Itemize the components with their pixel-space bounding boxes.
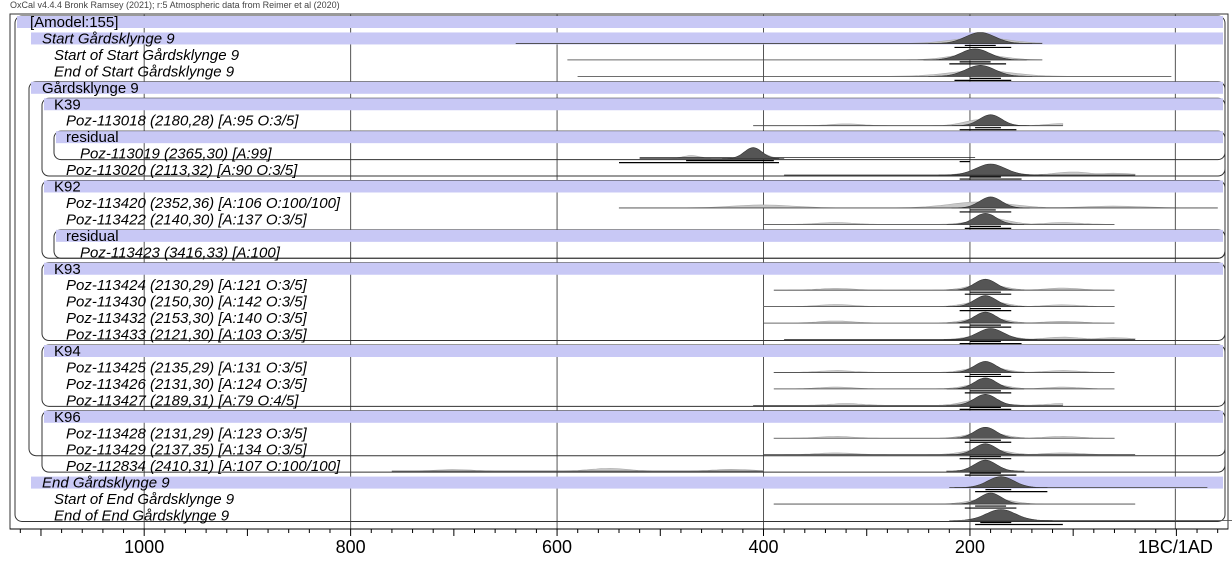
- row-label: Poz-113425 (2135,29) [A:131 O:3/5]: [66, 359, 308, 376]
- row-label: Start of Start Gårdsklynge 9: [54, 47, 240, 64]
- posterior-distribution: [946, 377, 1025, 390]
- posterior-distribution: [946, 295, 1025, 307]
- credit-line: OxCal v4.4.4 Bronk Ramsey (2021); r:5 At…: [10, 0, 340, 10]
- row-label: K39: [54, 96, 81, 113]
- row-label: Gårdsklynge 9: [42, 80, 139, 97]
- axis-tick-label: 1000: [124, 537, 164, 557]
- prior-distribution: [763, 448, 1136, 456]
- row-label: K94: [54, 343, 81, 360]
- row-band: [44, 410, 1223, 423]
- posterior-distribution: [946, 443, 1025, 456]
- row-label: Poz-113423 (3416,33) [A:100]: [80, 244, 281, 261]
- row-label: Poz-113430 (2150,30) [A:142 O:3/5]: [66, 294, 308, 311]
- prior-distribution: [773, 366, 1115, 373]
- posterior-distribution: [923, 48, 1027, 61]
- prior-distribution: [773, 382, 1115, 390]
- axis-tick-label: 200: [955, 537, 985, 557]
- prior-distribution: [773, 431, 1115, 439]
- row-label: [Amodel:155]: [30, 14, 118, 31]
- row-label: Poz-113426 (2131,30) [A:124 O:3/5]: [66, 376, 308, 393]
- prior-distribution: [773, 283, 1115, 291]
- row-label: End of Start Gårdsklynge 9: [54, 63, 235, 80]
- row-label: K92: [54, 179, 81, 196]
- posterior-distribution: [951, 492, 1030, 505]
- row-band: [17, 16, 1223, 28]
- posterior-distribution: [951, 114, 1030, 126]
- row-label: End of End Gårdsklynge 9: [54, 508, 230, 525]
- row-label: residual: [66, 129, 119, 146]
- row-label: Poz-113420 (2352,36) [A:106 O:100/100]: [66, 195, 341, 212]
- axis-tick-label: 600: [542, 537, 572, 557]
- row-label: Poz-113018 (2180,28) [A:95 O:3/5]: [66, 113, 299, 130]
- prior-distribution: [763, 316, 1115, 324]
- row-label: End Gårdsklynge 9: [42, 475, 170, 492]
- posterior-distribution: [946, 361, 1025, 373]
- posterior-distribution: [722, 147, 785, 159]
- row-label: K96: [54, 409, 81, 426]
- row-band: [44, 98, 1223, 111]
- row-bands: [17, 16, 1223, 489]
- row-label: Start of End Gårdsklynge 9: [54, 491, 235, 508]
- row-band: [56, 229, 1223, 242]
- posterior-distribution: [946, 213, 1025, 225]
- prior-distribution: [763, 300, 1115, 307]
- posterior-distribution: [946, 278, 1025, 291]
- posterior-distribution: [938, 163, 1043, 176]
- posterior-distribution: [954, 476, 1048, 488]
- prior-distribution: [391, 468, 764, 472]
- row-band: [31, 476, 1223, 489]
- prior-distribution: [763, 218, 1115, 225]
- row-label: Poz-113019 (2365,30) [A:99]: [80, 146, 272, 163]
- distributions: [391, 32, 1232, 526]
- row-label: Poz-113422 (2140,30) [A:137 O:3/5]: [66, 211, 308, 228]
- row-label: Poz-113432 (2153,30) [A:140 O:3/5]: [66, 310, 308, 327]
- prior-distribution: [773, 497, 1136, 505]
- axis-tick-label: 800: [336, 537, 366, 557]
- row-band: [31, 32, 1223, 45]
- posterior-distribution: [949, 509, 1053, 521]
- row-label: Poz-113424 (2130,29) [A:121 O:3/5]: [66, 277, 308, 294]
- prior-distribution: [752, 398, 1064, 406]
- row-label: Poz-113427 (2189,31) [A:79 O:4/5]: [66, 392, 299, 409]
- row-band: [56, 131, 1223, 144]
- row-band: [44, 262, 1223, 275]
- prior-distribution: [618, 201, 1218, 209]
- posterior-distribution: [946, 311, 1025, 324]
- axis-tick-label: 400: [748, 537, 778, 557]
- posterior-distribution: [946, 393, 1025, 406]
- row-label: Poz-112834 (2410,31) [A:107 O:100/100]: [66, 458, 341, 475]
- prior-distribution: [577, 69, 1172, 77]
- posterior-distribution: [943, 328, 1038, 340]
- posterior-distribution: [928, 32, 1033, 44]
- posterior-distribution: [946, 426, 1025, 439]
- posterior-distribution: [928, 64, 1033, 77]
- posterior-distribution: [951, 196, 1030, 209]
- row-label: Poz-113429 (2137,35) [A:134 O:3/5]: [66, 442, 308, 459]
- row-label: Poz-113433 (2121,30) [A:103 O:3/5]: [66, 327, 308, 344]
- posterior-distribution: [946, 459, 1025, 472]
- row-band: [44, 180, 1223, 193]
- row-label: Poz-113428 (2131,29) [A:123 O:3/5]: [66, 425, 308, 442]
- row-label: Start Gårdsklynge 9: [42, 30, 175, 47]
- row-label: residual: [66, 228, 119, 245]
- row-band: [31, 81, 1223, 94]
- row-label: Poz-113020 (2113,32) [A:90 O:3/5]: [66, 162, 298, 179]
- axis-tick-label: 1BC/1AD: [1138, 537, 1213, 557]
- row-band: [44, 345, 1223, 357]
- row-label: K93: [54, 261, 81, 278]
